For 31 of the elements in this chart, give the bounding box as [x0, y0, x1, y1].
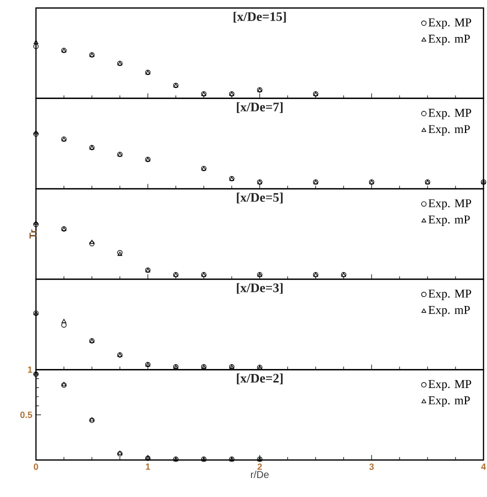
legend-label: Exp. mP — [428, 306, 470, 316]
x-tick-label: 3 — [370, 464, 374, 470]
x-tick-label: 0 — [34, 464, 38, 470]
chart-title: [x/De=5] — [237, 192, 283, 204]
legend-label: Exp. mP — [428, 216, 470, 226]
legend-label: Exp. MP — [428, 290, 472, 300]
y-tick-label: 0.5 — [20, 412, 32, 418]
point — [62, 318, 67, 324]
x-axis-title: r/De — [251, 470, 269, 478]
chart-title: [x/De=7] — [237, 102, 283, 113]
point — [34, 131, 39, 137]
point — [90, 240, 94, 244]
legend-label: Exp. mP — [428, 396, 470, 407]
point — [90, 240, 95, 246]
chart-title: [x/De=2] — [237, 374, 283, 384]
legend-label: Exp. MP — [428, 108, 472, 120]
chart-title: [x/De=3] — [237, 283, 283, 294]
x-tick-label: 1 — [146, 464, 150, 470]
y-axis-title: Tr — [30, 229, 37, 239]
legend-label: Exp. MP — [428, 18, 472, 29]
chart-title: [x/De=15] — [234, 12, 286, 23]
point — [34, 222, 39, 228]
legend-label: Exp. mP — [428, 34, 470, 46]
point — [62, 322, 67, 328]
legend-label: Exp. MP — [428, 380, 472, 390]
legend-label: Exp. MP — [428, 199, 472, 210]
x-tick-label: 2 — [258, 464, 262, 470]
legend-label: Exp. mP — [428, 125, 470, 136]
point — [34, 40, 39, 44]
point — [34, 44, 39, 50]
x-tick-label: 4 — [481, 464, 486, 470]
